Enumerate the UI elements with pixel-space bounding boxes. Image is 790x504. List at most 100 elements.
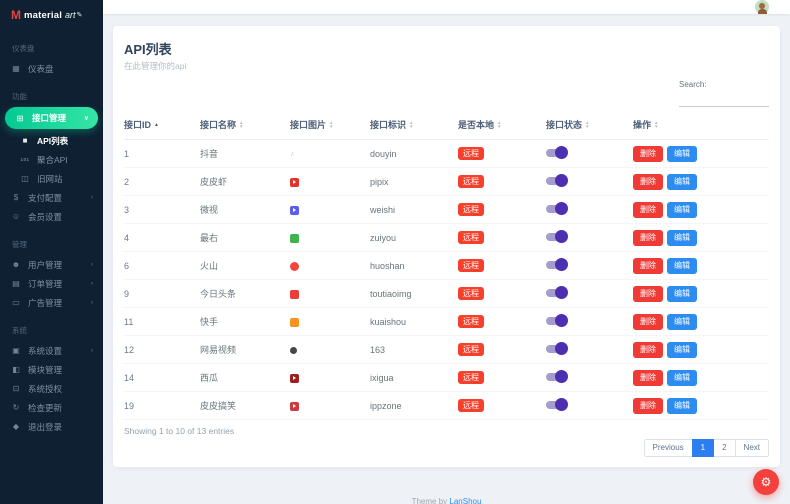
edit-button[interactable]: 编辑 (667, 145, 697, 162)
cell-actions: 删除 编辑 (633, 195, 769, 224)
sidebar-item-member[interactable]: ☺ 会员设置 (0, 207, 103, 226)
table-row: 2 皮皮虾 pipix 远程 删除 编辑 (124, 167, 769, 196)
settings-fab[interactable]: ⚙ (753, 469, 779, 495)
cell-api-status (546, 167, 633, 196)
status-toggle[interactable] (546, 398, 568, 411)
chevron-right-icon: › (90, 347, 93, 354)
delete-button[interactable]: 删除 (633, 257, 663, 274)
cell-api-name: 皮皮搞笑 (200, 391, 290, 420)
delete-button[interactable]: 删除 (633, 229, 663, 246)
cell-actions: 删除 编辑 (633, 391, 769, 420)
aggregate-api-icon: 101 (20, 157, 30, 162)
column-header[interactable]: 接口ID ▲ (124, 113, 200, 140)
ads-icon: ▭ (12, 298, 20, 307)
sidebar-item-label: 广告管理 (28, 297, 63, 308)
sidebar-item-label: 模块管理 (28, 364, 63, 375)
column-header-inner: 接口名称 ▲ ▼ (200, 118, 290, 131)
edit-button[interactable]: 编辑 (667, 173, 697, 190)
remote-badge: 远程 (458, 371, 484, 384)
sidebar-item-dashboard[interactable]: ▦ 仪表盘 (0, 59, 103, 78)
sidebar-item-orders[interactable]: ▤ 订单管理 › (0, 274, 103, 293)
delete-button[interactable]: 删除 (633, 313, 663, 330)
delete-button[interactable]: 删除 (633, 369, 663, 386)
edit-button[interactable]: 编辑 (667, 341, 697, 358)
column-header[interactable]: 接口图片 ▲ ▼ (290, 113, 370, 140)
page-button-1[interactable]: 1 (691, 439, 715, 457)
remote-badge: 远程 (458, 343, 484, 356)
delete-button[interactable]: 删除 (633, 397, 663, 414)
sidebar-item-modules[interactable]: ◧ 模块管理 (0, 360, 103, 379)
cell-api-image (290, 195, 370, 224)
sidebar-item-license[interactable]: ⊡ 系统授权 (0, 379, 103, 398)
api-list-card: API列表 在此管理你的api Search: 接口ID ▲ 接口名称 ▲ ▼ 接口图片 ▲… (113, 26, 780, 467)
delete-button[interactable]: 删除 (633, 173, 663, 190)
edit-button[interactable]: 编辑 (667, 369, 697, 386)
sidebar-item-old-site[interactable]: ◫ 旧网站 (0, 169, 103, 188)
status-toggle[interactable] (546, 230, 568, 243)
page-footer: Theme by LanShou (103, 497, 790, 504)
status-toggle[interactable] (546, 146, 568, 159)
edit-button[interactable]: 编辑 (667, 257, 697, 274)
cell-actions: 删除 编辑 (633, 167, 769, 196)
cell-api-slug: douyin (370, 139, 458, 168)
edit-button[interactable]: 编辑 (667, 201, 697, 218)
modules-icon: ◧ (12, 365, 20, 374)
sidebar-item-aggregate-api[interactable]: 101 聚合API (0, 150, 103, 169)
column-label: 接口ID (124, 120, 152, 130)
sidebar-item-label: 检查更新 (28, 402, 63, 413)
sidebar-item-label: 接口管理 (32, 113, 67, 123)
status-toggle[interactable] (546, 342, 568, 355)
delete-button[interactable]: 删除 (633, 285, 663, 302)
status-toggle[interactable] (546, 314, 568, 327)
remote-badge: 远程 (458, 203, 484, 216)
theme-author-link[interactable]: LanShou (449, 497, 482, 504)
sidebar-item-update[interactable]: ↻ 检查更新 (0, 398, 103, 417)
page-button-previous[interactable]: Previous (643, 439, 693, 457)
content-area: API列表 在此管理你的api Search: 接口ID ▲ 接口名称 ▲ ▼ 接口图片 ▲… (103, 14, 790, 504)
cell-actions: 删除 编辑 (633, 279, 769, 308)
column-header-inner: 接口图片 ▲ ▼ (290, 118, 370, 131)
sidebar-item-system-settings[interactable]: ▣ 系统设置 › (0, 341, 103, 360)
cell-api-image (290, 279, 370, 308)
column-header[interactable]: 接口名称 ▲ ▼ (200, 113, 290, 140)
cell-api-name: 快手 (200, 307, 290, 336)
delete-button[interactable]: 删除 (633, 201, 663, 218)
status-toggle[interactable] (546, 202, 568, 215)
search-input[interactable] (679, 95, 769, 107)
status-toggle[interactable] (546, 258, 568, 271)
api-list-icon: ■ (22, 136, 28, 145)
cell-api-status (546, 279, 633, 308)
edit-button[interactable]: 编辑 (667, 397, 697, 414)
sidebar-item-users[interactable]: ☻ 用户管理 › (0, 255, 103, 274)
sidebar-item-ads[interactable]: ▭ 广告管理 › (0, 293, 103, 312)
app-favicon-weishi-icon (290, 205, 299, 215)
delete-button[interactable]: 删除 (633, 145, 663, 162)
column-header[interactable]: 是否本地 ▲ ▼ (458, 113, 546, 140)
page-button-2[interactable]: 2 (713, 439, 736, 457)
column-header-inner: 接口ID ▲ (124, 118, 200, 131)
column-header[interactable]: 接口标识 ▲ ▼ (370, 113, 458, 140)
edit-button[interactable]: 编辑 (667, 285, 697, 302)
sidebar-item-payment[interactable]: $ 支付配置 › (0, 188, 103, 207)
edit-button[interactable]: 编辑 (667, 313, 697, 330)
column-header[interactable]: 操作 ▲ ▼ (633, 113, 769, 140)
status-toggle[interactable] (546, 286, 568, 299)
sort-icon: ▲ ▼ (585, 120, 590, 129)
status-toggle[interactable] (546, 370, 568, 383)
sidebar-item-logout[interactable]: ◆ 退出登录 (0, 417, 103, 436)
page-button-next[interactable]: Next (734, 439, 769, 457)
delete-button[interactable]: 删除 (633, 341, 663, 358)
table-row: 9 今日头条 toutiaoimg 远程 删除 编辑 (124, 279, 769, 308)
user-avatar-button[interactable] (755, 0, 769, 14)
edit-button[interactable]: 编辑 (667, 229, 697, 246)
sort-icon: ▲ ▼ (329, 120, 334, 129)
cell-api-id: 2 (124, 167, 200, 196)
column-header[interactable]: 接口状态 ▲ ▼ (546, 113, 633, 140)
sidebar-item-api-manage[interactable]: ⊞ 接口管理 ∨ (5, 107, 98, 129)
cell-api-name: 西瓜 (200, 363, 290, 392)
status-toggle[interactable] (546, 174, 568, 187)
update-icon: ↻ (12, 403, 20, 412)
sidebar-item-api-list[interactable]: ■ API列表 (0, 131, 103, 150)
cell-is-local: 远程 (458, 391, 546, 420)
dashboard-icon: ▦ (12, 64, 20, 73)
